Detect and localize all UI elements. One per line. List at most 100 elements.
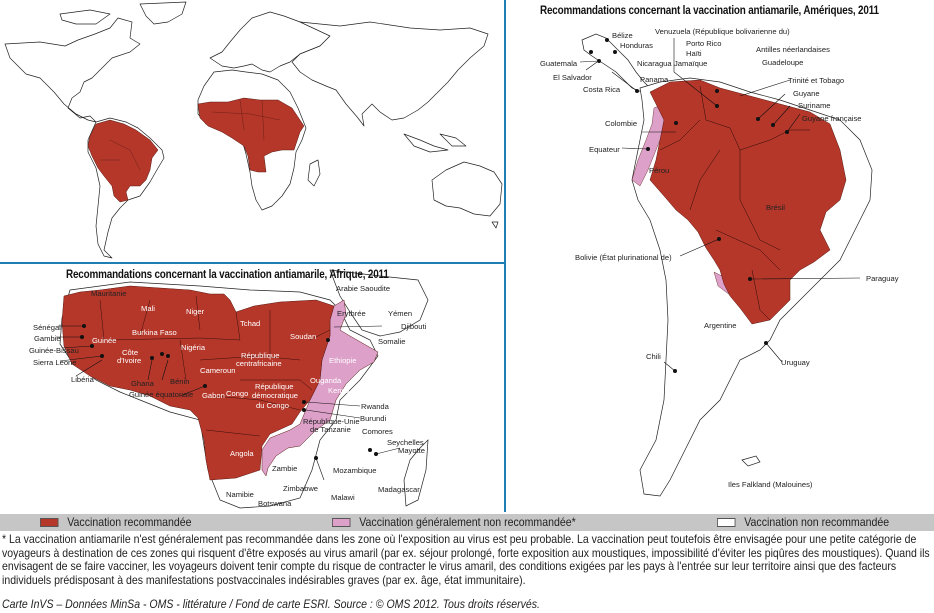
label-antilles-neerlandaises: Antilles néerlandaises — [756, 45, 830, 54]
label-haiti: Haïti — [686, 49, 702, 58]
label-angola: Angola — [230, 449, 254, 458]
label-belize: Bélize — [612, 31, 633, 40]
credits-text: Carte InVS – Données MinSa - OMS - litté… — [2, 597, 540, 611]
africa-map: Mauritanie Sénégal Gambie Guinée-Bissau … — [29, 269, 429, 509]
label-el-salvador: El Salvador — [553, 73, 592, 82]
label-mozambique: Mozambique — [333, 466, 376, 475]
label-gabon: Gabon — [202, 391, 225, 400]
arabian-peninsula — [329, 269, 429, 337]
asia-shape — [291, 21, 489, 127]
red-zone-west-central-africa — [61, 285, 335, 481]
footnote-text: * La vaccination antiamarile n'est génér… — [2, 532, 930, 587]
label-nigeria: Nigéria — [181, 343, 206, 352]
label-paraguay: Paraguay — [866, 274, 899, 283]
label-djibouti: Djibouti — [401, 322, 427, 331]
label-congo: Congo — [226, 389, 248, 398]
label-guinee: Guinée — [92, 336, 117, 345]
label-ghana: Ghana — [131, 379, 155, 388]
label-bresil: Brésil — [766, 203, 785, 212]
legend-label-not-recommended: Vaccination non recommandée — [744, 515, 890, 529]
label-jamaique: Jamaïque — [674, 59, 707, 68]
world-map — [4, 1, 503, 259]
north-america-shape — [4, 17, 141, 123]
label-guyane-francaise: Guyane française — [802, 114, 862, 123]
label-seychelles: Seychelles — [387, 438, 424, 447]
label-venezuela: Venuzuela (République bolivarienne du) — [655, 27, 790, 36]
label-rdc-3: du Congo — [256, 401, 289, 410]
label-porto-rico: Porto Rico — [686, 39, 721, 48]
label-perou: Pérou — [649, 166, 669, 175]
label-uruguay: Uruguay — [781, 358, 810, 367]
label-ouganda: Ouganda — [310, 376, 342, 385]
madagascar-shape — [403, 439, 429, 507]
label-nicaragua: Nicaragua — [637, 59, 672, 68]
label-rca-1: République — [241, 351, 279, 360]
label-colombie: Colombie — [605, 119, 637, 128]
legend-swatch-generally-not-recommended — [332, 517, 351, 527]
world-map-panel — [0, 0, 504, 262]
red-zone-amazonia — [649, 79, 847, 325]
label-somalie: Somalie — [378, 337, 405, 346]
legend-swatch-recommended — [40, 517, 59, 527]
label-zambie: Zambie — [272, 464, 297, 473]
panel-divider-horizontal — [0, 262, 504, 264]
label-burundi: Burundi — [360, 414, 386, 423]
legend-swatch-not-recommended — [717, 517, 736, 527]
label-bolivie: Bolivie (État plurinational de) — [575, 253, 672, 262]
label-liberia: Libéria — [71, 375, 95, 384]
greenland-shape — [139, 1, 187, 25]
label-cote-2: d'Ivoire — [117, 356, 141, 365]
label-madagascar: Madagascar — [378, 485, 420, 494]
label-kenya: Kenya — [328, 386, 350, 395]
label-mali: Mali — [141, 304, 155, 313]
label-namibie: Namibie — [226, 490, 254, 499]
africa-map-panel: Mauritanie Sénégal Gambie Guinée-Bissau … — [0, 264, 504, 512]
panel-divider-vertical — [504, 0, 506, 512]
label-tanzanie-1: République-Unie — [303, 417, 360, 426]
label-costa-rica: Costa Rica — [583, 85, 621, 94]
americas-map-panel: Bélize Honduras Guatemala El Salvador Ni… — [506, 0, 934, 512]
label-ethiopie: Ethiopie — [329, 356, 356, 365]
label-equateur: Equateur — [589, 145, 620, 154]
label-guadeloupe: Guadeloupe — [762, 58, 803, 67]
label-erythree: Erythrée — [337, 309, 366, 318]
legend-label-generally-not-recommended: Vaccination généralement non recommandée… — [359, 515, 576, 529]
legend-item-recommended: Vaccination recommandée — [40, 515, 192, 529]
label-guyane: Guyane — [793, 89, 820, 98]
label-suriname: Suriname — [798, 101, 831, 110]
label-guinee-bissau: Guinée-Bissau — [29, 346, 79, 355]
label-arabie-saoudite: Arabie Saoudite — [336, 284, 390, 293]
endemic-zone-africa — [197, 97, 305, 173]
label-guatemala: Guatemala — [540, 59, 578, 68]
label-rwanda: Rwanda — [361, 402, 390, 411]
label-cote-1: Côte — [122, 348, 138, 357]
label-argentine: Argentine — [704, 321, 737, 330]
label-yemen: Yémen — [388, 309, 412, 318]
africa-map-title: Recommandations concernant la vaccinatio… — [66, 269, 389, 281]
legend-label-recommended: Vaccination recommandée — [67, 515, 192, 529]
label-niger: Niger — [186, 307, 205, 316]
legend-item-generally-not-recommended: Vaccination généralement non recommandée… — [332, 515, 576, 529]
label-rca-2: centrafricaine — [236, 359, 282, 368]
label-tanzanie-2: de Tanzanie — [310, 425, 351, 434]
label-iles-falkland: Iles Falkland (Malouines) — [728, 480, 813, 489]
endemic-zone-south-america — [87, 119, 159, 203]
label-trinite-et-tobago: Trinité et Tobago — [788, 76, 844, 85]
label-tchad: Tchad — [240, 319, 260, 328]
label-gambie: Gambie — [34, 334, 61, 343]
label-zimbabwe: Zimbabwe — [283, 484, 318, 493]
label-burkina-faso: Burkina Faso — [132, 328, 177, 337]
label-botswana: Botswana — [258, 499, 292, 508]
label-panama: Panama — [640, 75, 669, 84]
label-chili: Chili — [646, 352, 661, 361]
label-mayotte: Mayotte — [398, 446, 425, 455]
label-rdc-2: démocratique — [252, 391, 298, 400]
label-mauritanie: Mauritanie — [91, 289, 126, 298]
label-benin: Bénin — [170, 377, 189, 386]
americas-map-title: Recommandations concernant la vaccinatio… — [540, 5, 879, 17]
label-guinee-equatoriale: Guinée équatoriale — [129, 390, 193, 399]
label-soudan: Soudan — [290, 332, 316, 341]
label-cameroun: Cameroun — [200, 366, 235, 375]
legend-item-not-recommended: Vaccination non recommandée — [717, 515, 889, 529]
label-malawi: Malawi — [331, 493, 355, 502]
